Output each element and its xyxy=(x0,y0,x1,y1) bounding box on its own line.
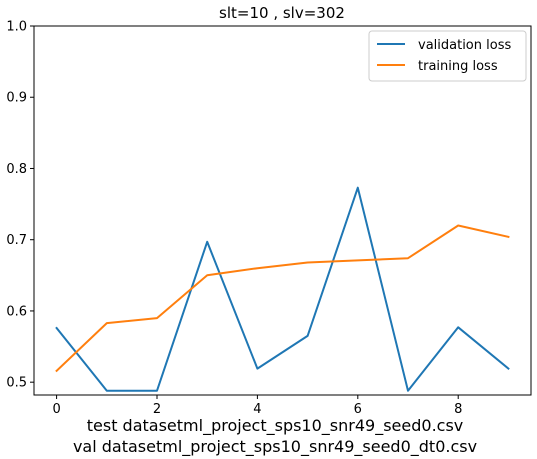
plot-area xyxy=(33,25,532,396)
x-tick-label: 4 xyxy=(253,402,261,417)
y-tick-label: 0.6 xyxy=(6,304,27,319)
y-tick-label: 0.5 xyxy=(6,376,27,391)
series-line-validation-loss xyxy=(55,186,510,392)
y-tick-label: 1.0 xyxy=(6,20,27,35)
legend: validation loss training loss xyxy=(368,30,527,82)
x-axis: 0 2 4 6 8 xyxy=(52,395,462,417)
chart-title: slt=10 , slv=302 xyxy=(219,4,345,22)
x-tick-label: 2 xyxy=(153,402,161,417)
y-tick-label: 0.8 xyxy=(6,162,27,177)
y-tick-label: 0.9 xyxy=(6,91,27,106)
caption-test-dataset: test datasetml_project_sps10_snr49_seed0… xyxy=(87,416,464,436)
series-layer xyxy=(55,186,510,392)
legend-label-validation-loss: validation loss xyxy=(418,38,511,53)
x-tick-label: 8 xyxy=(454,402,462,417)
y-axis: 0.5 0.6 0.7 0.8 0.9 1.0 xyxy=(6,20,34,391)
legend-box xyxy=(368,30,527,82)
series-line-training-loss xyxy=(55,224,510,373)
legend-label-training-loss: training loss xyxy=(418,59,498,74)
caption-val-dataset: val datasetml_project_sps10_snr49_seed0_… xyxy=(73,437,477,457)
x-tick-label: 6 xyxy=(354,402,362,417)
y-tick-label: 0.7 xyxy=(6,233,27,248)
x-tick-label: 0 xyxy=(52,402,60,417)
